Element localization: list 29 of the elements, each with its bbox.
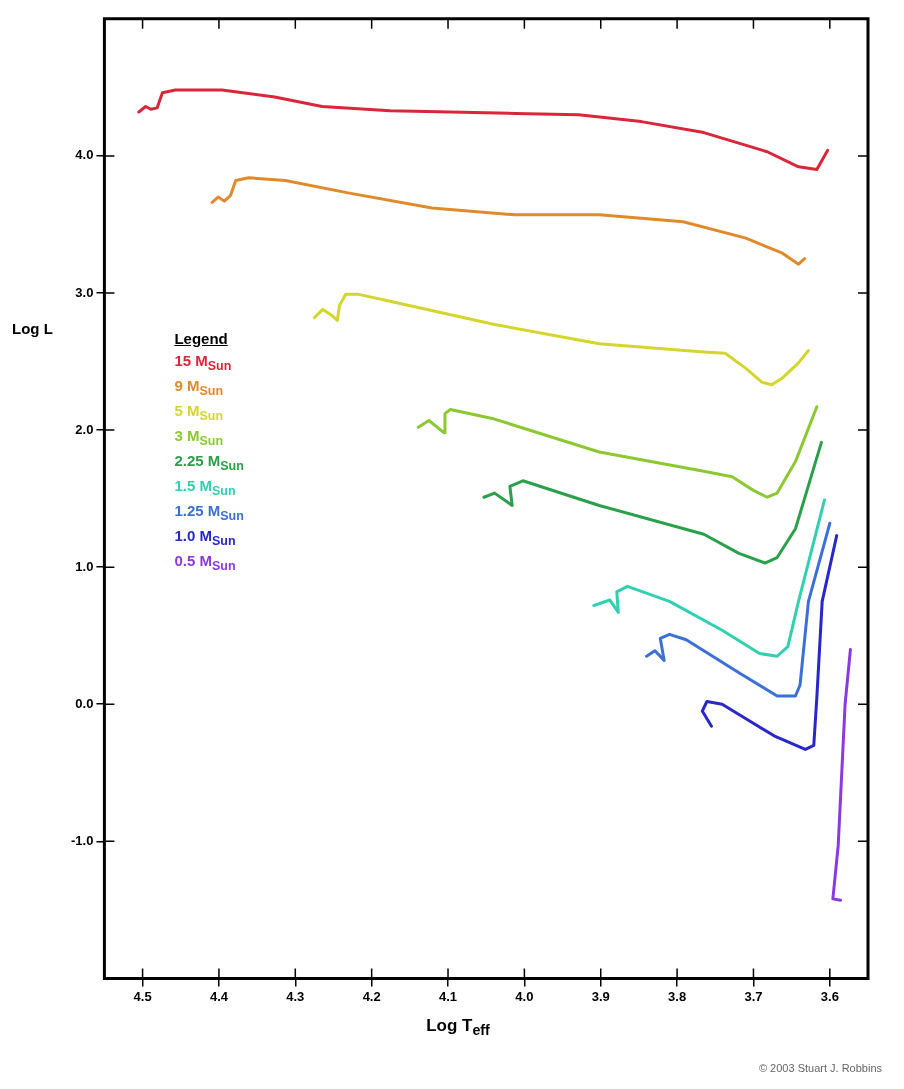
x-tick-label: 4.3 <box>286 988 305 1004</box>
y-tick-label: 2.0 <box>75 421 94 437</box>
x-tick-label: 4.4 <box>209 988 229 1004</box>
x-tick-label: 4.5 <box>133 988 152 1004</box>
x-tick-label: 4.2 <box>362 988 381 1004</box>
text: 1.25 M$_{Sun}$ <box>174 500 244 525</box>
x-tick-label: 3.7 <box>744 988 763 1004</box>
text: © 2003 Stuart J. Robbins <box>758 1062 882 1074</box>
y-axis-title: Log L <box>12 320 53 338</box>
legend-title: Legend <box>174 328 229 349</box>
x-tick-label: 4.1 <box>438 988 458 1004</box>
y-tick-label: 3.0 <box>75 284 94 300</box>
text: 9 M$_{Sun}$ <box>174 375 224 400</box>
x-axis-title: Log T$_{eff}$ <box>426 1016 490 1039</box>
x-tick-label: 3.9 <box>591 988 610 1004</box>
text: 15 M$_{Sun}$ <box>174 350 233 375</box>
text: 5 M$_{Sun}$ <box>174 400 224 425</box>
x-tick-label: 4.0 <box>515 988 534 1004</box>
text: 1.0 M$_{Sun}$ <box>174 525 237 550</box>
y-tick-label: 4.0 <box>75 147 94 163</box>
y-tick-label: 1.0 <box>75 558 94 574</box>
y-tick-label: 0.0 <box>75 695 94 711</box>
x-tick-label: 3.8 <box>668 988 687 1004</box>
x-tick-label: 3.6 <box>820 988 839 1004</box>
text: 2.25 M$_{Sun}$ <box>174 450 244 475</box>
text: 0.5 M$_{Sun}$ <box>174 550 237 575</box>
y-tick-label: -1.0 <box>70 832 94 848</box>
text: 1.5 M$_{Sun}$ <box>174 475 237 500</box>
text: 3 M$_{Sun}$ <box>174 425 224 450</box>
